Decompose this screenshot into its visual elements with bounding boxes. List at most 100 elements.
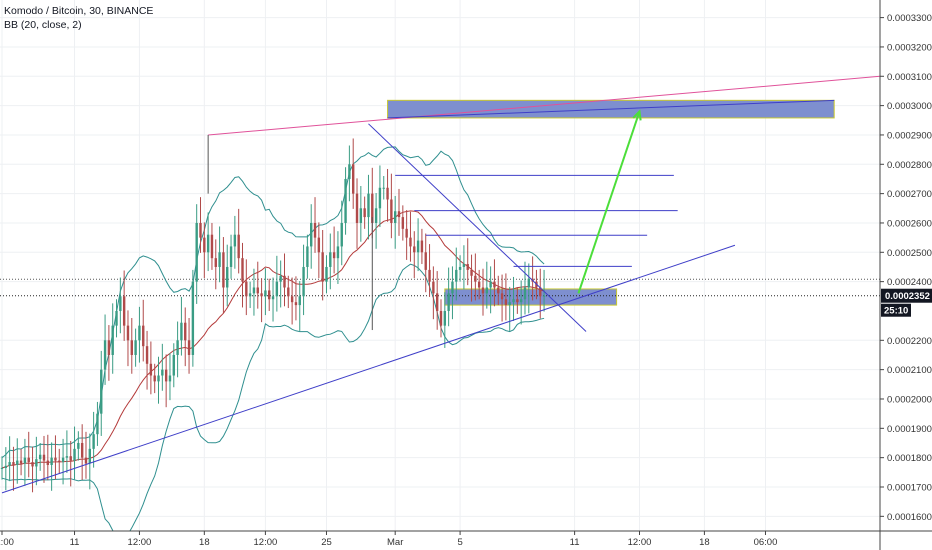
- x-tick-label-11: 06:00: [754, 537, 778, 548]
- y-tick-label-6: 0.0002700: [887, 189, 932, 200]
- candle-body: [290, 296, 294, 303]
- candle-body: [432, 281, 435, 294]
- candle-body: [382, 187, 385, 189]
- candle-body: [248, 293, 252, 297]
- candle-body: [489, 281, 492, 288]
- candle-body: [122, 296, 126, 326]
- candle-body: [275, 281, 279, 297]
- candle-body: [397, 211, 401, 218]
- candle-body: [516, 299, 519, 303]
- bb-basis-line: [1, 210, 545, 469]
- y-tick-label-5: 0.0002800: [887, 160, 932, 171]
- candle-body: [458, 266, 462, 270]
- candle-body: [500, 293, 504, 300]
- candle-body: [203, 237, 206, 253]
- candle-body: [374, 208, 378, 223]
- candle-body: [130, 340, 133, 355]
- candle-body: [336, 246, 340, 259]
- candle-body: [31, 462, 34, 467]
- candle-body: [287, 287, 290, 297]
- y-tick-label-12: 0.0002000: [887, 394, 932, 405]
- candle-body: [348, 164, 351, 179]
- candle-body: [229, 246, 233, 267]
- candle-body: [485, 287, 489, 294]
- candle-body: [8, 462, 11, 466]
- candle-body: [134, 340, 137, 355]
- last-price-tag: [881, 288, 932, 303]
- candle-body: [508, 302, 511, 306]
- x-tick-label-10: 18: [699, 537, 710, 548]
- y-tick-label-15: 0.0001700: [887, 482, 932, 493]
- candle-body: [435, 293, 439, 311]
- candle-body: [126, 325, 130, 341]
- bb-upper-band: [1, 146, 545, 459]
- x-tick-label-8: 11: [570, 537, 580, 548]
- candle-body: [168, 375, 172, 382]
- candle-body: [325, 266, 328, 282]
- candle-body: [138, 325, 141, 341]
- time-axis-bg: [0, 531, 932, 550]
- y-tick-label-3: 0.0003000: [887, 101, 932, 112]
- symbol-title[interactable]: Komodo / Bitcoin, 30, BINANCE: [4, 5, 154, 17]
- candle-body: [504, 299, 508, 306]
- candle-body: [115, 310, 118, 326]
- candle-body: [355, 193, 359, 223]
- candle-body: [455, 269, 458, 282]
- candle-body: [0, 467, 4, 469]
- x-tick-label-9: 12:00: [628, 537, 652, 548]
- x-tick-label-1: 11: [70, 537, 80, 548]
- candle-body: [199, 222, 202, 238]
- candle-body: [88, 448, 91, 464]
- candle-body: [321, 252, 324, 282]
- candle-body: [206, 234, 210, 253]
- y-tick-label-14: 0.0001800: [887, 453, 932, 464]
- target-box-diagonal: [387, 99, 835, 119]
- y-tick-label-1: 0.0003200: [887, 42, 932, 53]
- candle-body: [69, 456, 72, 461]
- candle-body: [401, 217, 405, 229]
- y-tick-label-7: 0.0002600: [887, 218, 932, 229]
- candle-body: [222, 252, 225, 288]
- candle-body: [149, 363, 153, 376]
- x-tick-label-5: 25: [321, 537, 332, 548]
- candle-body: [119, 296, 122, 311]
- x-tick-label-7: 5: [457, 537, 462, 548]
- candle-body: [306, 246, 309, 267]
- candle-body: [386, 187, 389, 200]
- candle-body: [153, 375, 156, 382]
- candle-body: [111, 325, 114, 355]
- x-tick-label-4: 12:00: [254, 537, 278, 548]
- candle-body: [420, 240, 424, 253]
- candle-body: [542, 295, 546, 297]
- candle-body: [344, 178, 347, 223]
- candle-body: [413, 246, 416, 253]
- candle-body: [176, 340, 179, 355]
- candle-body: [294, 302, 298, 306]
- candle-body: [462, 264, 466, 267]
- grid-layer: [0, 0, 880, 531]
- candle-body: [329, 252, 332, 267]
- candle-body: [145, 346, 149, 364]
- candle-body: [245, 281, 248, 297]
- y-tick-label-0: 0.0003300: [887, 13, 932, 24]
- x-tick-label-6: Mar: [387, 537, 403, 548]
- candle-body: [187, 340, 191, 355]
- candle-body: [271, 296, 275, 300]
- candle-body: [371, 193, 374, 223]
- candle-body: [447, 293, 450, 311]
- candle-body: [96, 413, 99, 435]
- candle-body: [80, 442, 84, 458]
- candle-body: [428, 269, 431, 282]
- candle-body: [363, 208, 366, 218]
- y-tick-label-13: 0.0001900: [887, 424, 932, 435]
- indicator-label[interactable]: BB (20, close, 2): [4, 19, 82, 31]
- candle-body: [252, 287, 256, 294]
- candle-body: [439, 310, 443, 326]
- candle-body: [313, 222, 317, 238]
- candle-body: [405, 228, 408, 238]
- candle-body: [268, 290, 271, 300]
- candle-body: [180, 322, 183, 341]
- candle-body: [302, 266, 305, 297]
- x-tick-label-3: 18: [199, 537, 210, 548]
